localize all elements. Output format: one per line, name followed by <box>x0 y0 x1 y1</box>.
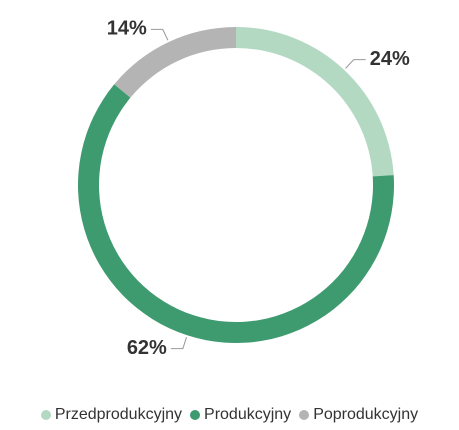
legend-item: Przedprodukcyjny <box>40 406 183 424</box>
legend-label: Przedprodukcyjny <box>54 406 183 423</box>
leader-line <box>150 28 169 41</box>
data-label: 14% <box>107 18 147 40</box>
data-label: 62% <box>127 337 167 359</box>
leader-line <box>170 337 188 350</box>
data-label: 24% <box>370 48 410 70</box>
legend-label: Poprodukcyjny <box>313 406 419 423</box>
legend-marker <box>190 410 201 420</box>
legend-marker <box>299 410 310 420</box>
legend-marker <box>40 410 51 420</box>
legend-label: Produkcyjny <box>204 406 292 423</box>
legend: Przedprodukcyjny Produkcyjny Poprodukcyjny <box>0 406 459 424</box>
legend-item: Produkcyjny <box>190 406 291 424</box>
slice <box>236 27 394 177</box>
slice <box>114 27 236 98</box>
plot: 24% 62% 14% <box>78 18 410 359</box>
slice <box>78 84 395 343</box>
legend-item: Poprodukcyjny <box>299 406 418 424</box>
leader-line <box>345 59 366 69</box>
